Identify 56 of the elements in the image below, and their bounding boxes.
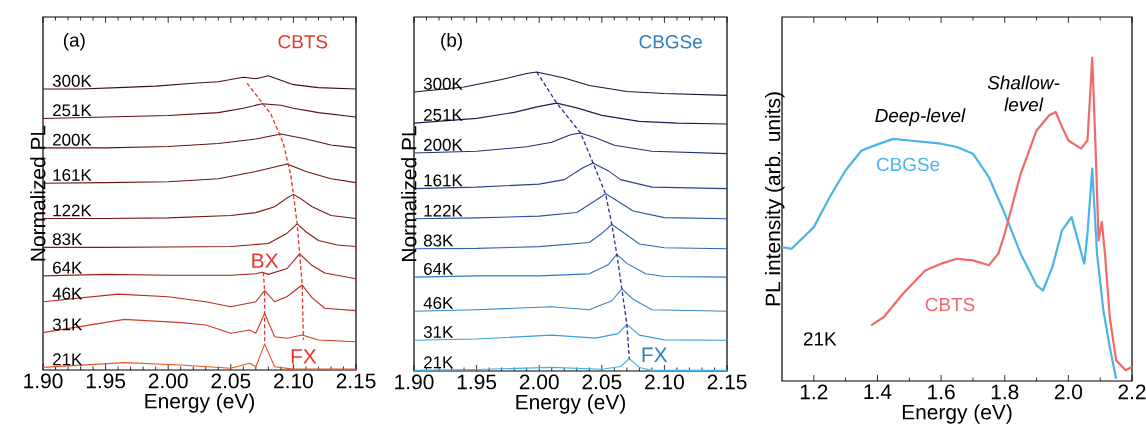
annotation: FX: [642, 347, 668, 362]
x-axis-title: Energy (eV): [902, 404, 1012, 424]
x-tick-label: 2.00: [519, 374, 559, 390]
series-label: 21K: [53, 353, 83, 366]
series-label: CBTS: [925, 297, 975, 312]
x-tick-label: 2.00: [148, 373, 188, 389]
x-tick-label: 1.4: [864, 384, 892, 399]
series-label: 83K: [423, 234, 454, 247]
x-tick-label: 2.05: [211, 373, 251, 389]
text: (b): [441, 32, 462, 51]
text: CBGSe: [639, 35, 702, 49]
annotation: BX: [252, 253, 279, 268]
series-label: 300K: [52, 74, 92, 87]
x-tick-label: 1.90: [395, 374, 434, 390]
series-label: 161K: [53, 169, 92, 182]
y-axis-title: Normalized PL: [401, 126, 417, 261]
series-label: CBGSe: [876, 157, 940, 172]
series-label: 161K: [424, 174, 463, 187]
x-tick-label: 2.10: [274, 373, 313, 389]
x-tick-label: 2.15: [336, 373, 376, 389]
annotation: FX: [291, 349, 317, 364]
x-tick-label: 1.8: [991, 384, 1019, 400]
x-tick-label: 1.2: [800, 384, 828, 400]
x-axis-title: Energy (eV): [145, 393, 254, 413]
x-tick-label: 2.2: [1118, 384, 1146, 400]
series-label: 251K: [53, 104, 92, 117]
x-tick-label: 1.95: [86, 373, 126, 389]
x-axis-title: Energy (eV): [516, 394, 625, 414]
series-label: 46K: [52, 287, 83, 300]
x-tick-label: 1.95: [457, 374, 497, 390]
series-label: 300K: [423, 77, 463, 90]
y-axis-title: Normalized PL: [30, 125, 46, 261]
series-label: 31K: [423, 326, 454, 339]
series-label: 21K: [424, 356, 454, 369]
x-tick-label: 2.0: [1054, 384, 1083, 400]
x-tick-label: 2.05: [582, 374, 622, 390]
x-tick-label: 2.10: [645, 374, 684, 390]
x-tick-label: 2.15: [707, 374, 747, 390]
series-label: 251K: [424, 108, 463, 121]
series-label: 122K: [424, 204, 463, 217]
series-label: 46K: [423, 297, 454, 310]
x-tick-label: 1.90: [24, 373, 63, 389]
series-label: 200K: [424, 138, 463, 151]
series-label: 64K: [424, 262, 454, 275]
text: CBTS: [278, 35, 328, 49]
annotation: 21K: [803, 332, 837, 346]
text: (a): [63, 32, 85, 51]
series-label: 122K: [53, 204, 92, 217]
series-label: 200K: [53, 133, 92, 146]
series-label: 31K: [52, 318, 83, 331]
series-label: 83K: [52, 233, 83, 246]
series-label: 64K: [53, 261, 83, 274]
x-tick-label: 1.6: [928, 384, 955, 400]
annotation: Shallow-level: [987, 75, 1060, 112]
annotation: Deep-level: [875, 108, 966, 126]
y-axis-title: PL intensity (arb. units): [764, 92, 785, 306]
